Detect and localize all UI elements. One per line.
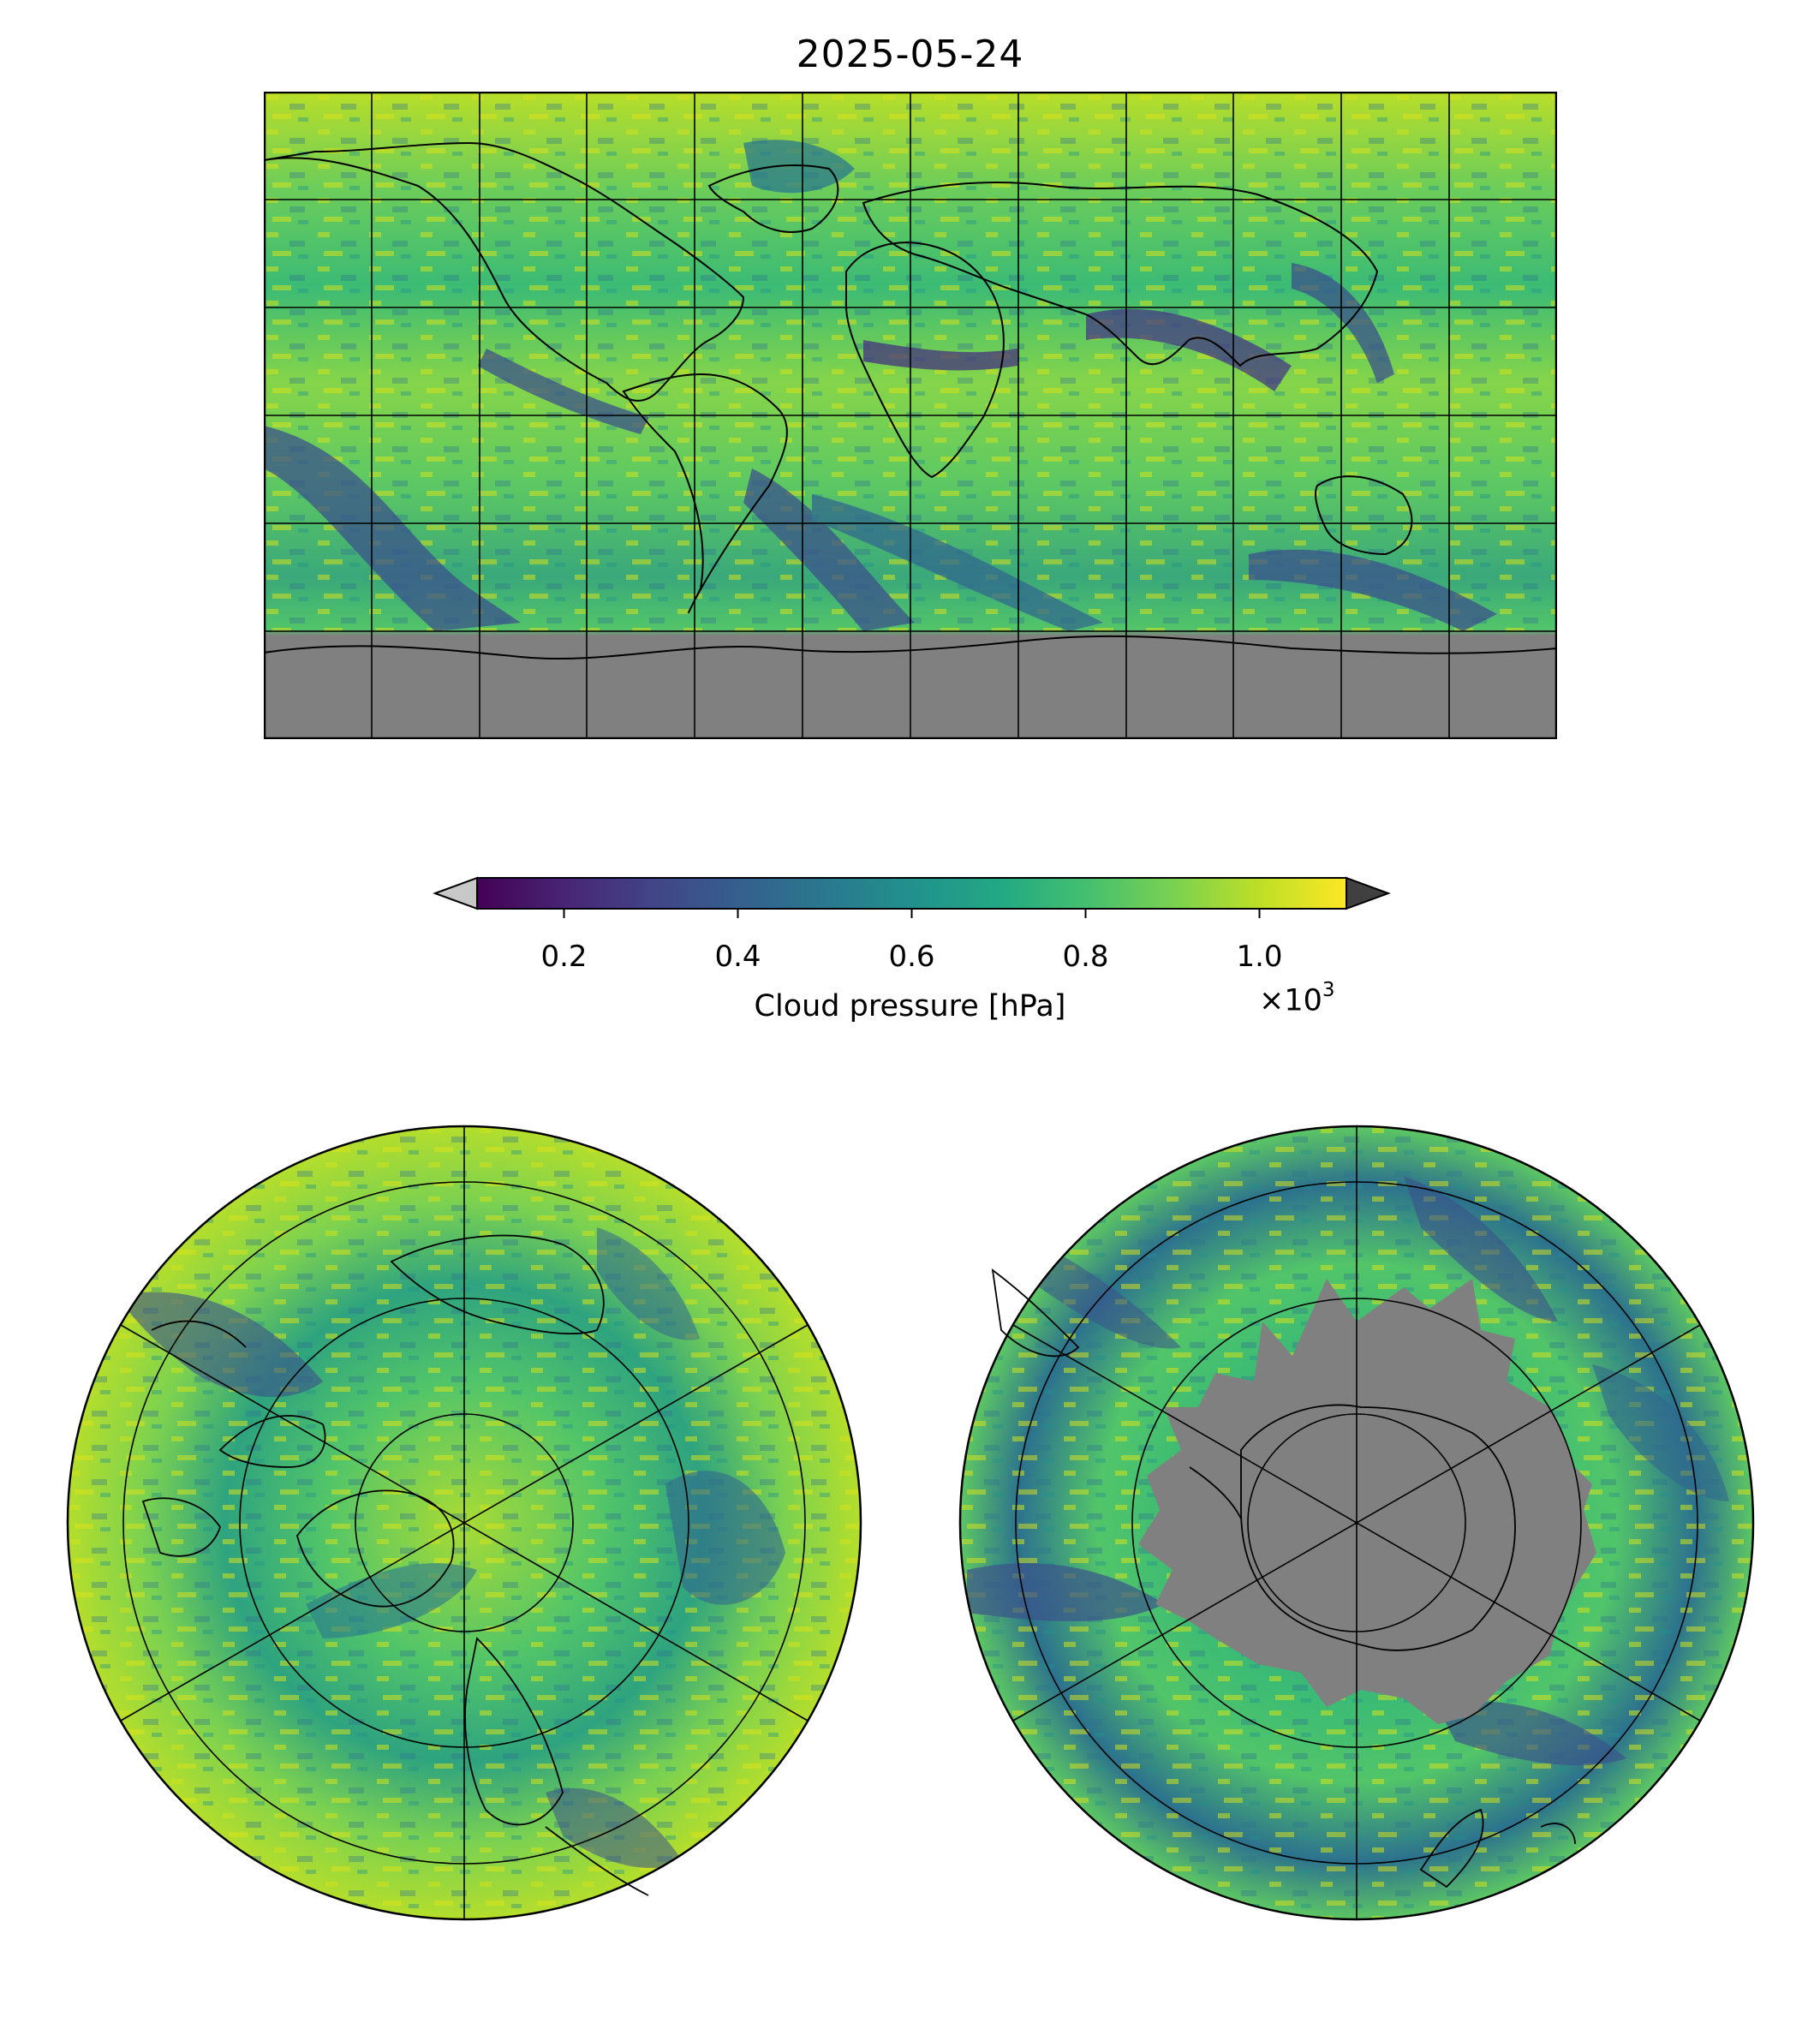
colorbar-tick-label: 0.2 bbox=[540, 940, 588, 974]
colorbar-over-extension bbox=[1346, 876, 1391, 910]
colorbar bbox=[433, 876, 1391, 918]
north-coastlines bbox=[141, 1234, 649, 1896]
coastlines bbox=[264, 141, 1557, 660]
map-title: 2025-05-24 bbox=[796, 33, 1024, 76]
colorbar-gradient bbox=[476, 877, 1347, 910]
colorbar-tick-label: 0.4 bbox=[714, 940, 761, 974]
colorbar-label: Cloud pressure [hPa] bbox=[754, 989, 1066, 1023]
south-coastlines bbox=[991, 1268, 1576, 1889]
missing-data-region bbox=[1138, 1279, 1596, 1724]
colorbar-tick-label: 1.0 bbox=[1236, 940, 1283, 974]
colorbar-ticks bbox=[563, 909, 1261, 918]
north-polar-map bbox=[66, 1125, 862, 1921]
colorbar-tick-label: 0.6 bbox=[888, 940, 935, 974]
colorbar-under-extension bbox=[433, 876, 478, 910]
south-polar-map bbox=[958, 1125, 1755, 1921]
graticule bbox=[264, 92, 1557, 739]
colorbar-offset-text: ×103 bbox=[1259, 979, 1335, 1018]
global-map bbox=[264, 92, 1557, 739]
colorbar-tick-label: 0.8 bbox=[1062, 940, 1109, 974]
north-graticule bbox=[120, 1126, 809, 1919]
cloud-bands bbox=[264, 140, 1497, 631]
south-graticule bbox=[1012, 1126, 1701, 1919]
